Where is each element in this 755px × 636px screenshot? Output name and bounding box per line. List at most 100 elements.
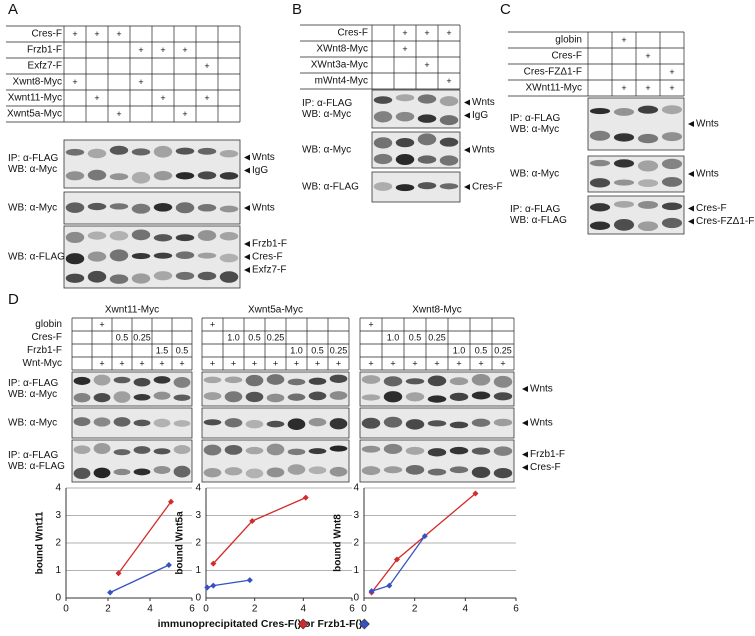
band: [224, 391, 243, 403]
band: [245, 468, 264, 479]
band: [427, 395, 447, 403]
y-tick-label: 0: [353, 593, 359, 604]
band-label: Wnts: [696, 169, 719, 180]
cell-value: +: [336, 358, 341, 368]
band: [266, 420, 285, 428]
cell-value: +: [390, 358, 395, 368]
band: [493, 446, 513, 456]
blot-label: WB: α-Myc: [302, 109, 351, 120]
cell-value: +: [315, 358, 320, 368]
cell-value: +: [160, 93, 165, 103]
band: [197, 171, 217, 180]
arrowhead: [244, 241, 250, 247]
band: [439, 115, 459, 126]
band: [373, 182, 393, 191]
series-line: [212, 497, 307, 565]
x-tick-label: 4: [301, 604, 307, 615]
marker: [368, 588, 375, 595]
band: [471, 447, 491, 455]
band: [153, 466, 171, 474]
band: [395, 154, 415, 166]
band: [175, 251, 195, 260]
band: [383, 416, 403, 428]
band: [113, 417, 131, 427]
band: [153, 202, 173, 212]
cell-value: +: [252, 358, 257, 368]
row-label: globin: [35, 319, 62, 330]
band: [493, 418, 513, 427]
arrowhead: [522, 464, 528, 471]
band: [87, 148, 107, 159]
cell-value: +: [368, 319, 373, 329]
band: [175, 234, 195, 242]
band: [203, 392, 222, 401]
cell-value: +: [99, 358, 104, 368]
band: [93, 417, 111, 427]
blot: [587, 97, 685, 151]
band: [661, 105, 683, 115]
band: [245, 419, 264, 429]
band: [439, 155, 459, 166]
band: [219, 253, 239, 263]
band: [153, 376, 171, 384]
band: [329, 445, 348, 452]
y-tick-label: 2: [55, 538, 61, 549]
band: [175, 271, 195, 280]
blot-label: IP: α-FLAG: [8, 450, 58, 461]
cell-value: +: [116, 29, 121, 39]
cell-value: 0.5: [116, 332, 129, 342]
blot-label: WB: α-Myc: [8, 164, 57, 175]
band: [173, 445, 191, 455]
band: [65, 231, 85, 243]
band: [395, 138, 415, 148]
blot-label: WB: α-FLAG: [8, 252, 65, 263]
band: [637, 105, 659, 114]
band: [329, 418, 348, 430]
band: [329, 466, 348, 477]
cell-value: +: [138, 45, 143, 55]
cell-value: +: [645, 51, 650, 61]
band: [661, 177, 683, 187]
y-tick-label: 0: [195, 593, 201, 604]
x-tick-label: 0: [361, 604, 367, 615]
panel-label: A: [8, 1, 18, 18]
x-tick-label: 6: [189, 604, 195, 615]
band: [361, 466, 381, 476]
row-label: Cres-F: [31, 29, 62, 40]
cell-value: +: [621, 35, 626, 45]
blot-label: WB: α-FLAG: [302, 182, 359, 193]
band: [613, 159, 635, 168]
cell-value: +: [294, 358, 299, 368]
x-tick-label: 6: [349, 604, 355, 615]
band-label: Wnts: [472, 97, 495, 108]
band: [73, 376, 91, 385]
cell-value: 1.0: [387, 332, 400, 342]
y-tick-label: 3: [353, 510, 359, 521]
arrowhead: [522, 420, 528, 426]
band: [329, 374, 348, 383]
row-label: Xwnt11-Myc: [8, 93, 62, 104]
band: [197, 230, 217, 241]
cell-value: 0.25: [267, 332, 285, 342]
band: [245, 446, 264, 455]
band: [197, 271, 217, 281]
band: [637, 133, 659, 144]
marker: [168, 498, 174, 505]
cell-value: +: [231, 358, 236, 368]
x-axis-label: immunoprecipitated Cres-F() or Frzb1-F(): [158, 618, 363, 630]
cell-value: +: [159, 358, 164, 368]
marker: [210, 560, 217, 567]
cell-value: +: [402, 28, 407, 38]
blot-label: WB: α-FLAG: [8, 461, 65, 472]
band: [405, 392, 425, 402]
band: [287, 418, 306, 430]
band: [133, 377, 151, 387]
band-label: Frzb1-F: [252, 239, 287, 250]
band: [93, 467, 111, 479]
marker: [115, 570, 122, 577]
row-label: Xwnt8-Myc: [13, 77, 62, 88]
band: [427, 375, 447, 387]
marker: [393, 556, 400, 563]
cell-value: +: [94, 93, 99, 103]
band-label: Wnts: [472, 145, 495, 156]
